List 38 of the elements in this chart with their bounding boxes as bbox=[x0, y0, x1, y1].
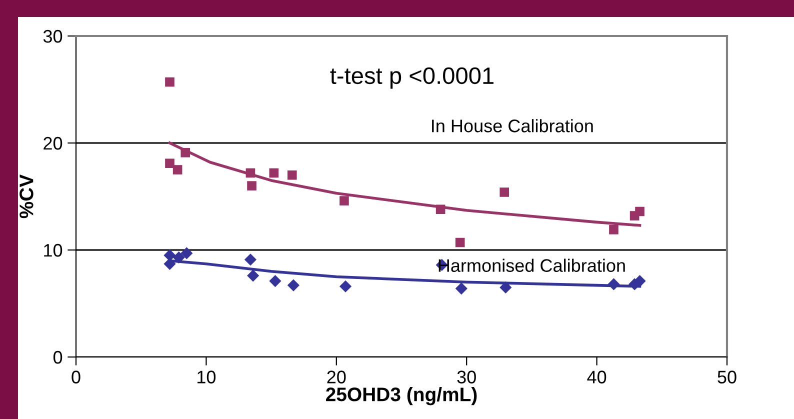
point bbox=[455, 238, 465, 248]
y-tick-label: 10 bbox=[44, 244, 62, 257]
point bbox=[247, 181, 256, 190]
point bbox=[165, 158, 174, 168]
point bbox=[340, 196, 349, 206]
point bbox=[287, 170, 297, 180]
point bbox=[244, 254, 257, 266]
point bbox=[635, 206, 644, 216]
annotation: t-test p <0.0001 bbox=[330, 67, 494, 89]
x-tick-label: 40 bbox=[587, 370, 606, 384]
x-tick-label: 20 bbox=[327, 370, 346, 384]
point bbox=[500, 281, 512, 294]
y-axis-title: %CV bbox=[20, 174, 34, 218]
x-tick-label: 0 bbox=[72, 370, 80, 384]
point bbox=[172, 165, 182, 174]
point bbox=[180, 148, 190, 158]
point bbox=[180, 247, 193, 260]
point bbox=[436, 204, 446, 214]
x-tick-label: 50 bbox=[718, 370, 736, 384]
point bbox=[500, 188, 510, 197]
point bbox=[247, 270, 260, 282]
x-tick-label: 30 bbox=[457, 370, 476, 384]
y-tick-label: 30 bbox=[43, 30, 62, 43]
x-axis-title: 25OHD3 (ng/mL) bbox=[326, 387, 477, 406]
point bbox=[269, 274, 282, 288]
point bbox=[246, 168, 256, 178]
y-tick-label: 0 bbox=[53, 350, 62, 364]
point bbox=[609, 225, 618, 234]
point bbox=[339, 280, 352, 292]
point bbox=[165, 77, 174, 87]
y-tick-label: 20 bbox=[44, 136, 62, 150]
annotation: In House Calibration bbox=[432, 119, 593, 132]
x-tick-label: 10 bbox=[198, 370, 216, 384]
point bbox=[269, 168, 279, 178]
point bbox=[172, 251, 185, 264]
point bbox=[608, 278, 620, 290]
point bbox=[455, 282, 468, 295]
point bbox=[287, 279, 300, 292]
